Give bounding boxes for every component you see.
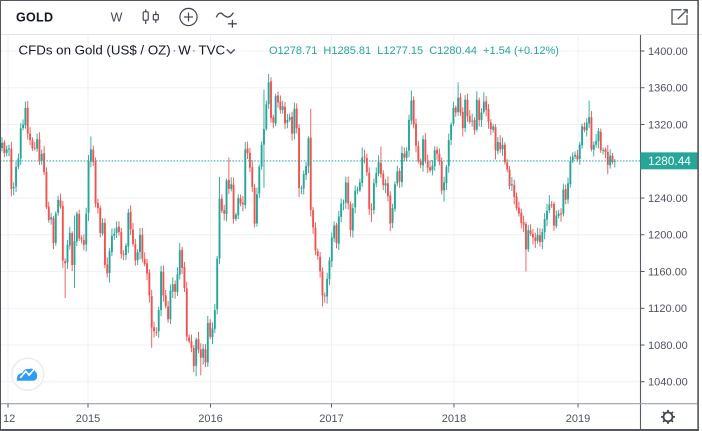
svg-text:1240.00: 1240.00: [648, 193, 688, 205]
svg-text:TVC: TVC: [199, 42, 226, 57]
svg-text:1160.00: 1160.00: [648, 266, 687, 278]
svg-text:1120.00: 1120.00: [648, 303, 687, 315]
svg-text:CFDs on Gold (US$ / OZ): CFDs on Gold (US$ / OZ): [19, 42, 171, 57]
svg-text:2016: 2016: [198, 413, 222, 425]
svg-text:12: 12: [3, 413, 15, 425]
svg-text:2017: 2017: [319, 413, 343, 425]
svg-text:W: W: [178, 42, 191, 57]
svg-text:1360.00: 1360.00: [648, 83, 688, 95]
svg-text:2018: 2018: [442, 413, 466, 425]
svg-text:W: W: [111, 11, 123, 25]
svg-text:1320.00: 1320.00: [648, 119, 688, 131]
svg-text:1080.00: 1080.00: [648, 340, 688, 352]
svg-text:1200.00: 1200.00: [648, 230, 688, 242]
svg-text:1280.44: 1280.44: [648, 154, 691, 168]
svg-text:1040.00: 1040.00: [648, 377, 688, 389]
svg-text:2015: 2015: [76, 413, 100, 425]
svg-text:1400.00: 1400.00: [648, 46, 688, 58]
svg-text:GOLD: GOLD: [16, 11, 53, 25]
svg-text:2019: 2019: [566, 413, 590, 425]
svg-text:O1278.71 H1285.81 L1277.15: O1278.71 H1285.81 L1277.15 C1280.44 +1.5…: [269, 45, 559, 57]
svg-text:·: ·: [172, 42, 176, 57]
svg-text:·: ·: [192, 42, 196, 57]
